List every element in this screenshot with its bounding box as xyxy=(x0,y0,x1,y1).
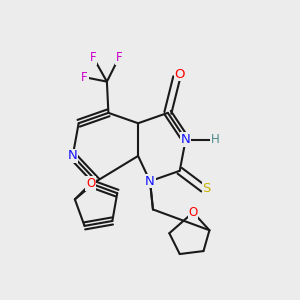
Text: N: N xyxy=(181,133,190,146)
Text: N: N xyxy=(145,175,155,188)
Text: O: O xyxy=(188,206,198,219)
Text: F: F xyxy=(90,51,97,64)
Text: S: S xyxy=(202,182,211,195)
Text: F: F xyxy=(81,71,88,84)
Text: O: O xyxy=(86,177,95,190)
Text: N: N xyxy=(68,149,78,162)
Text: O: O xyxy=(175,68,185,81)
Text: H: H xyxy=(211,133,220,146)
Text: F: F xyxy=(116,51,122,64)
